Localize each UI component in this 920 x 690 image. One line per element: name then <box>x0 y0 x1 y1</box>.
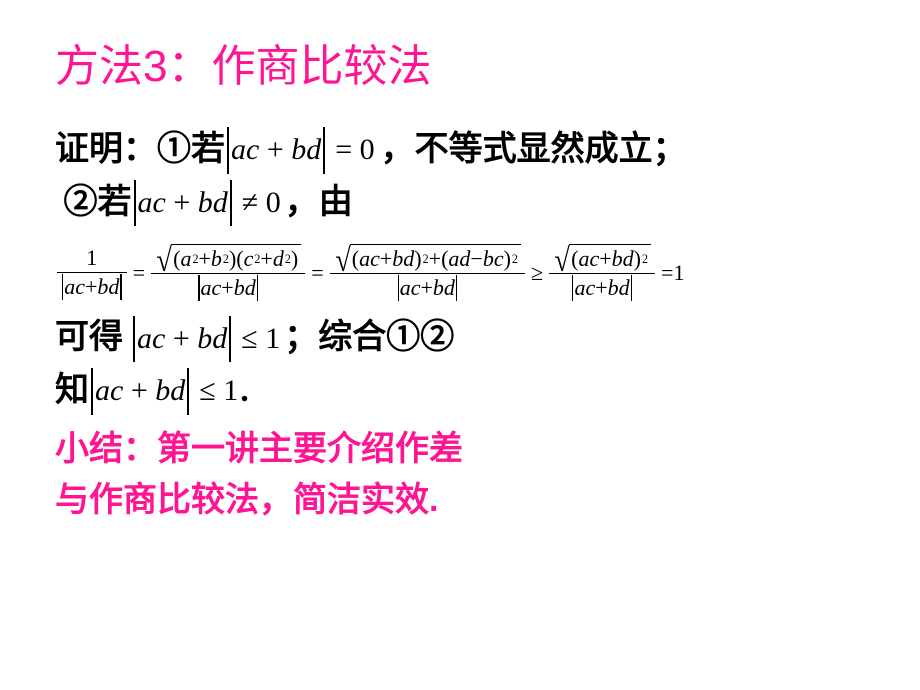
proof-line-2: ②若 ac + bd ≠ 0 ，由 <box>55 177 880 230</box>
relation: = 0 <box>335 127 374 174</box>
text: ；综合①② <box>284 312 454 365</box>
text: . <box>240 365 249 418</box>
proof-line-3: 可得 ac + bd ≤ 1 ；综合①② <box>55 312 880 365</box>
summary-line-1: 小结：第一讲主要介绍作差 <box>55 424 880 475</box>
equals: = <box>133 260 145 286</box>
relation: ≤ 1 <box>241 316 280 363</box>
slide-title: 方法3：作商比较法 <box>55 30 880 94</box>
equals-one: =1 <box>661 260 684 286</box>
abs-expr: ac + bd <box>132 180 234 227</box>
text: 可得 <box>55 312 123 365</box>
fraction-step2: √ (ac+bd)2+(ad−bc)2 ac+bd <box>330 243 525 302</box>
fraction-step1: √ (a2+b2)(c2+d2) ac+bd <box>151 243 305 302</box>
abs-expr: ac + bd <box>131 316 233 363</box>
relation: ≤ 1 <box>199 368 238 415</box>
text: ，不等式显然成立； <box>381 124 687 177</box>
fraction-step3: √ (ac+bd)2 ac+bd <box>549 243 655 302</box>
summary-line-2: 与作商比较法，简洁实效. <box>55 475 880 526</box>
fraction-lhs: 1 ac+bd <box>57 244 127 301</box>
proof-line-1: 证明：①若 ac + bd = 0 ，不等式显然成立； <box>55 124 880 177</box>
equals: = <box>311 260 323 286</box>
relation: ≠ 0 <box>242 180 281 227</box>
numerator: 1 <box>86 245 97 271</box>
proof-line-4: 知 ac + bd ≤ 1 . <box>55 365 880 418</box>
text: ②若 <box>55 177 132 230</box>
abs-expr: ac + bd <box>89 368 191 415</box>
text: 知 <box>55 365 89 418</box>
text: 证明：①若 <box>55 124 225 177</box>
geq: ≥ <box>531 260 543 286</box>
text: ，由 <box>285 177 353 230</box>
abs-expr: ac + bd <box>225 127 327 174</box>
main-equation: 1 ac+bd = √ (a2+b2)(c2+d2) ac+bd = √ (ac… <box>55 243 880 302</box>
slide: 方法3：作商比较法 证明：①若 ac + bd = 0 ，不等式显然成立； ②若… <box>0 0 920 690</box>
